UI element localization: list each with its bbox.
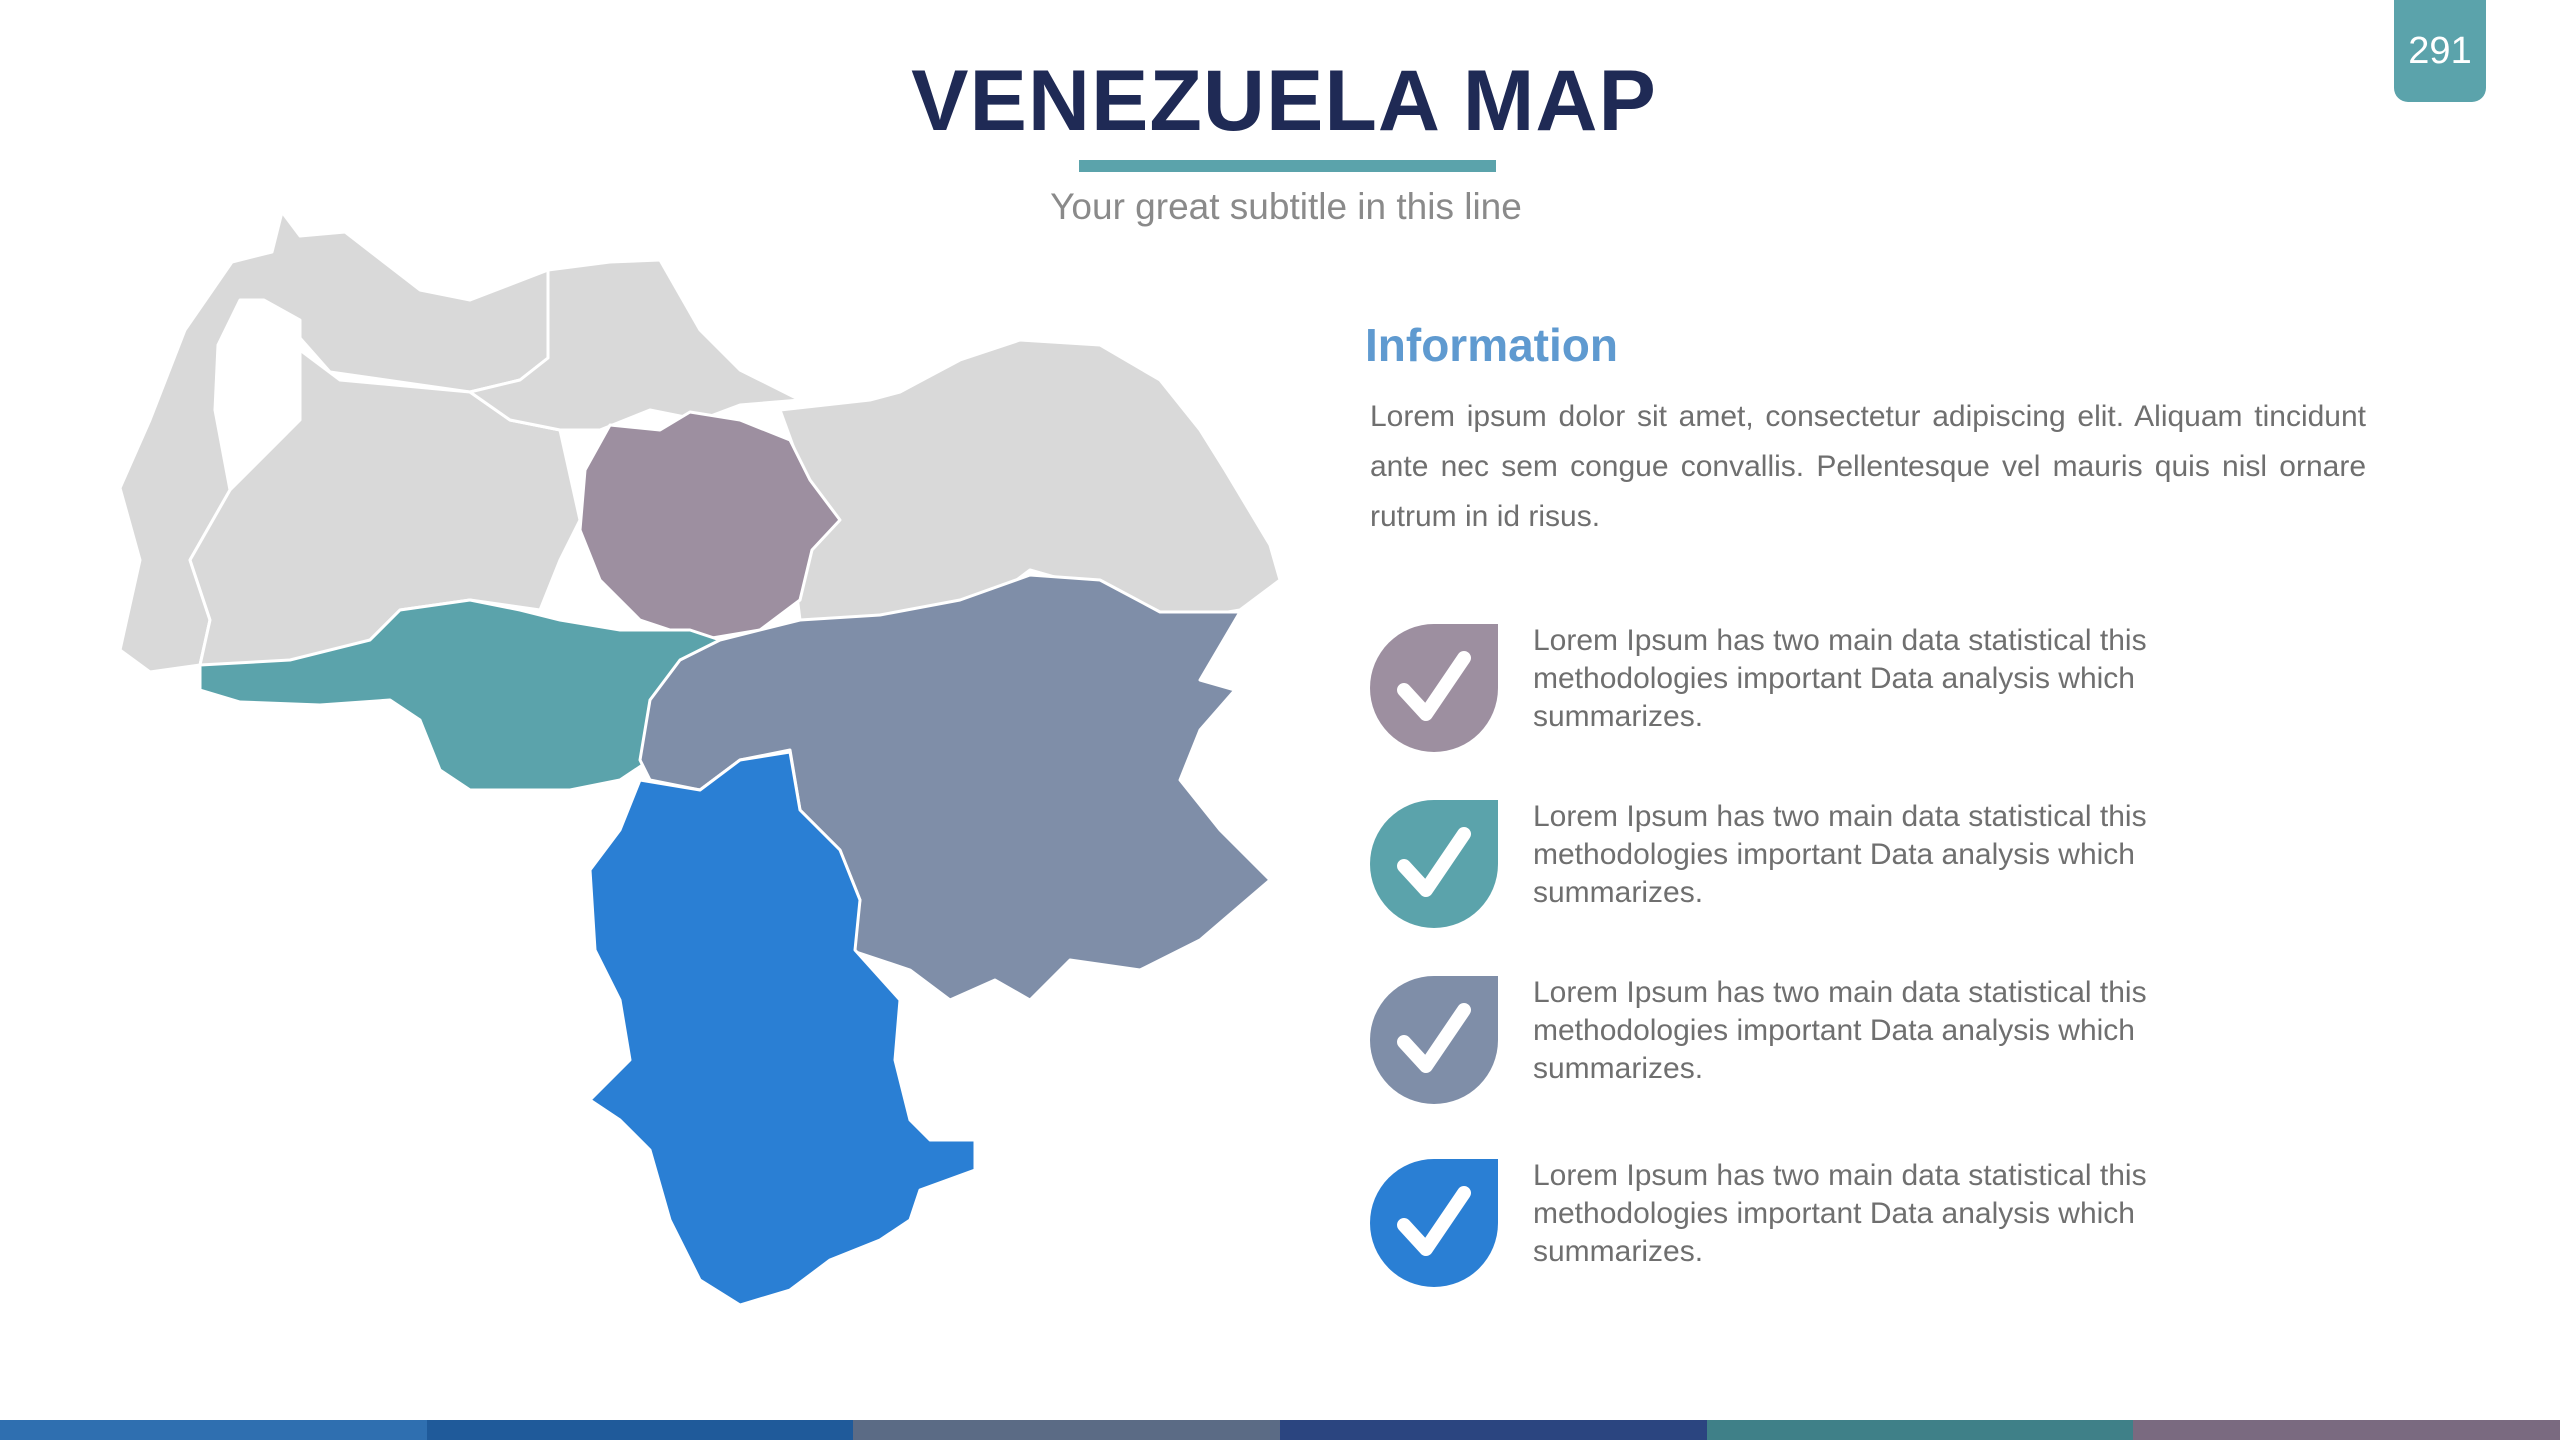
bottom-bar-segment xyxy=(2133,1420,2560,1440)
info-body: Lorem ipsum dolor sit amet, consectetur … xyxy=(1370,400,2366,533)
info-heading: Information xyxy=(1365,319,1618,371)
check-icon xyxy=(1370,800,1498,928)
title-underline xyxy=(1079,160,1496,172)
bottom-bar-segment xyxy=(1706,1420,2134,1440)
list-item: Lorem Ipsum has two main data statistica… xyxy=(1368,1157,2368,1297)
list-item-text: Lorem Ipsum has two main data statistica… xyxy=(1533,1159,2147,1268)
list-item: Lorem Ipsum has two main data statistica… xyxy=(1368,622,2368,762)
check-icon xyxy=(1370,976,1498,1104)
bottom-bar-segment xyxy=(0,1420,427,1440)
check-icon xyxy=(1370,624,1498,752)
list-item: Lorem Ipsum has two main data statistica… xyxy=(1368,974,2368,1114)
page-number: 291 xyxy=(2408,29,2472,72)
list-item: Lorem Ipsum has two main data statistica… xyxy=(1368,798,2368,938)
venezuela-map xyxy=(118,210,1282,1307)
list-item-text: Lorem Ipsum has two main data statistica… xyxy=(1533,800,2147,909)
map-region-south xyxy=(588,750,977,1307)
bottom-bar-segment xyxy=(853,1420,1281,1440)
bottom-color-bar xyxy=(0,1420,2560,1440)
map-region-north-central xyxy=(468,258,902,432)
slide-title: VENEZUELA MAP xyxy=(911,53,1657,149)
list-item-text: Lorem Ipsum has two main data statistica… xyxy=(1533,624,2147,733)
bottom-bar-segment xyxy=(426,1420,854,1440)
map-region-central xyxy=(578,410,842,642)
slide-subtitle: Your great subtitle in this line xyxy=(1050,186,1522,227)
bottom-bar-segment xyxy=(1280,1420,1707,1440)
check-icon xyxy=(1370,1159,1498,1287)
list-item-text: Lorem Ipsum has two main data statistica… xyxy=(1533,976,2147,1085)
page-number-badge: 291 xyxy=(2394,0,2486,102)
